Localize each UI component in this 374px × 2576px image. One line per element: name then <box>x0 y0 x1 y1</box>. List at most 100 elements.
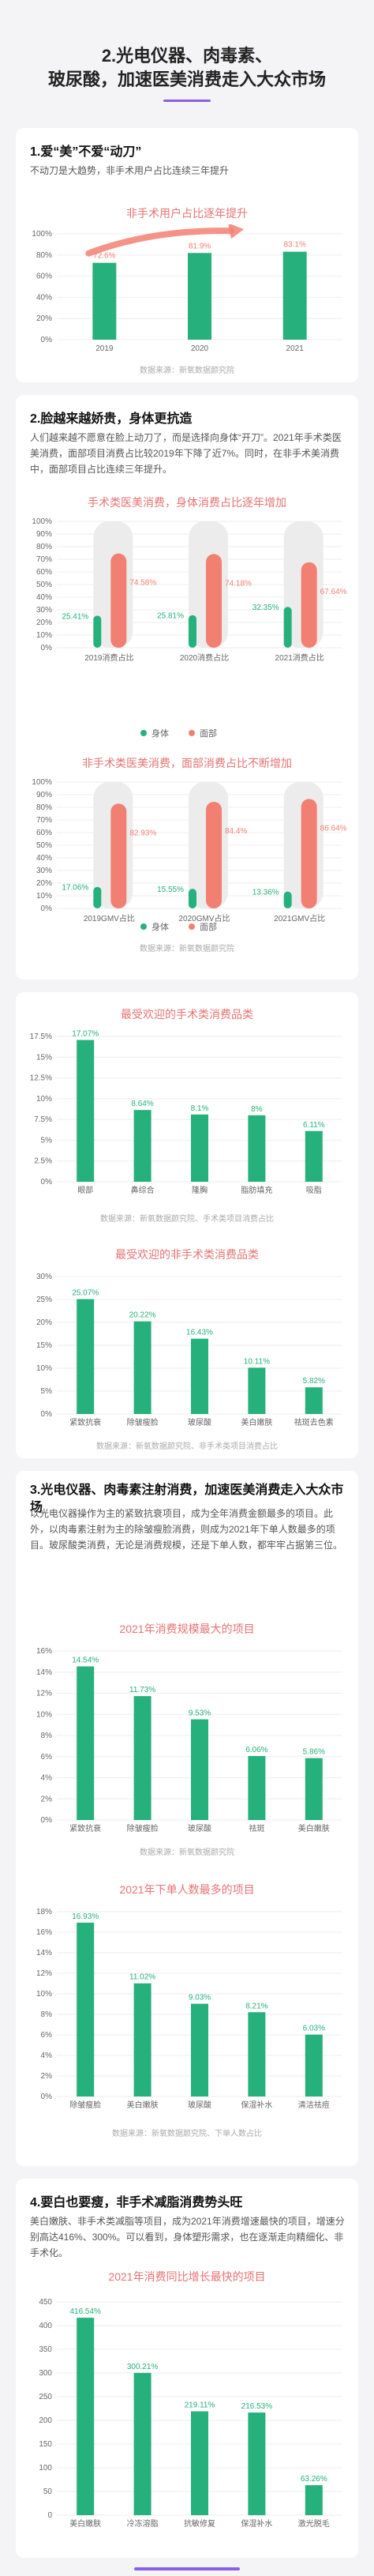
y-tick-label: 100% <box>32 230 52 239</box>
bar-3 <box>282 251 307 340</box>
bar-4 <box>248 1755 266 1820</box>
bar-5 <box>305 2034 323 2097</box>
bar-value-label: 83.1% <box>283 241 305 250</box>
y-tick-label: 10% <box>36 1710 52 1719</box>
bar-5 <box>305 1758 323 1820</box>
section-2-heading: 2.脸越来越娇贵，身体更抗造 <box>30 412 193 426</box>
chart-5-source: 数据来源：新氧数据颜究院、非手术类项目消费占比 <box>96 1442 278 1451</box>
bar-value-label: 6.06% <box>245 1746 267 1754</box>
x-tick-label: 2019消费占比 <box>84 652 133 663</box>
bar-face-2 <box>206 801 222 908</box>
chart-3-legend: 身体 面部 <box>140 920 217 933</box>
y-tick-label: 90% <box>36 791 52 799</box>
trend-arrow <box>85 228 234 257</box>
y-tick-label: 2% <box>41 1795 53 1803</box>
bar-2 <box>133 1110 151 1182</box>
y-tick-label: 10% <box>36 892 52 901</box>
x-tick-label: 玻尿酸 <box>188 2100 211 2110</box>
section-5-heading: 4.要白也要瘦，非手术减脂消费势头旺 <box>30 2196 243 2209</box>
bar-1 <box>77 1922 95 2097</box>
x-tick-label: 2020 <box>191 344 209 353</box>
y-tick-label: 30% <box>36 867 52 875</box>
section-2-card: 2.脸越来越娇贵，身体更抗造 人们越来越不愿意在脸上动刀了，而是选择向身体“开刀… <box>16 395 358 980</box>
bar-3 <box>191 2003 208 2097</box>
bar-body-3 <box>283 607 292 648</box>
y-tick-label: 50 <box>43 2488 53 2496</box>
section-5-paragraph: 美白嫩肤、非手术类减脂等项目，成为2021年消费增速最快的项目，增速分别高达41… <box>30 2216 345 2258</box>
y-tick-label: 0% <box>41 644 53 652</box>
bar-value-label: 16.43% <box>186 1329 213 1337</box>
section-2-paragraph: 人们越来越不愿意在脸上动刀了，而是选择向身体“开刀”。2021年手术类医美消费，… <box>30 432 342 475</box>
bar-value-label: 300.21% <box>127 2363 159 2371</box>
bar-body-1 <box>93 615 102 648</box>
legend-body-dot <box>140 923 147 930</box>
bar-value-label: 14.54% <box>72 1657 99 1665</box>
bar-body-2 <box>189 615 196 648</box>
bar-value-label: 11.02% <box>129 1973 155 1982</box>
bar-face-3 <box>301 562 317 648</box>
bar-2 <box>133 1696 151 1820</box>
bar-value-label: 9.03% <box>189 1994 211 2003</box>
bar-body-value-label: 25.81% <box>157 612 184 621</box>
y-tick-label: 100 <box>39 2464 52 2473</box>
bar-face-1 <box>110 553 127 648</box>
x-tick-label: 美白嫩肤 <box>127 2100 159 2110</box>
x-tick-label: 除皱瘦脸 <box>69 2100 101 2110</box>
bar-value-label: 10.11% <box>244 1357 270 1366</box>
bar-body-value-label: 15.55% <box>157 886 184 894</box>
chart-3-source: 数据来源：新氧数据颜究院 <box>140 945 234 953</box>
trend-arrow-head <box>228 224 244 239</box>
y-tick-label: 400 <box>39 2322 52 2330</box>
chart-4-source: 数据来源：新氧数据颜究院、手术类项目消费占比 <box>100 1215 274 1224</box>
page-title-line2: 玻尿酸，加速医美消费走入大众市场 <box>47 70 326 89</box>
y-tick-label: 2% <box>41 2072 53 2081</box>
bar-value-label: 11.73% <box>129 1686 155 1694</box>
bar-5 <box>305 1130 323 1182</box>
section-1-paragraph: 不动刀是大趋势，非手术用户占比连续三年提升 <box>30 165 230 176</box>
bar-body-2 <box>189 889 196 908</box>
x-tick-label: 2019GMV占比 <box>84 913 135 923</box>
y-tick-label: 10% <box>36 1364 52 1373</box>
bar-value-label: 16.93% <box>72 1912 99 1921</box>
chart-7-source: 数据来源：新氧数据颜究院、下单人数占比 <box>112 2130 262 2138</box>
chart-2-svg: 0% 10% 20% 30% 40% 50% 60% 70% 80% 90% 100% 25.41% 7… <box>32 517 346 663</box>
y-tick-label: 40% <box>36 593 52 602</box>
y-tick-label: 12.5% <box>30 1074 52 1083</box>
bar-1 <box>77 2318 95 2515</box>
x-tick-label: 除皱瘦脸 <box>127 1417 159 1427</box>
x-tick-label: 祛斑去色素 <box>294 1417 334 1427</box>
x-tick-label: 2021GMV占比 <box>274 913 325 923</box>
bar-body-value-label: 32.35% <box>252 604 279 612</box>
y-tick-label: 70% <box>36 816 52 825</box>
section-4-card: 3.光电仪器、肉毒素注射消费，加速医美消费走入大众市场 以光电仪器操作为主的紧致… <box>16 1471 358 2166</box>
bar-4 <box>248 1115 266 1182</box>
bar-face-value-label: 86.64% <box>320 824 347 833</box>
y-tick-label: 10% <box>36 1095 52 1104</box>
x-tick-label: 祛斑 <box>249 1823 264 1833</box>
y-tick-label: 16% <box>36 1647 52 1656</box>
y-tick-label: 70% <box>36 555 52 564</box>
bar-face-value-label: 74.58% <box>129 579 156 588</box>
y-tick-label: 14% <box>36 1668 52 1677</box>
y-tick-label: 6% <box>41 2031 53 2040</box>
y-tick-label: 50% <box>36 841 52 850</box>
bar-value-label: 5.86% <box>303 1748 325 1757</box>
bar-5 <box>305 2485 323 2515</box>
y-tick-label: 100% <box>32 517 52 526</box>
x-tick-label: 2020GMV占比 <box>178 913 230 923</box>
y-tick-label: 80% <box>36 251 52 260</box>
x-tick-label: 2021消费占比 <box>275 652 324 663</box>
y-tick-label: 5% <box>41 1136 53 1145</box>
page-header: 2.光电仪器、肉毒素、 玻尿酸，加速医美消费走入大众市场 <box>0 0 374 111</box>
x-tick-label: 2021 <box>286 344 305 353</box>
bar-2 <box>133 1321 151 1414</box>
y-tick-label: 350 <box>39 2345 52 2354</box>
bar-3 <box>191 1114 208 1182</box>
chart-3-title: 非手术类医美消费，面部消费占比不断增加 <box>82 757 292 769</box>
y-tick-label: 0% <box>41 2093 53 2101</box>
y-tick-label: 2.5% <box>34 1157 52 1166</box>
x-tick-label: 隆胸 <box>192 1185 208 1195</box>
x-tick-label: 鼻综合 <box>131 1185 155 1195</box>
y-tick-label: 4% <box>41 2051 53 2060</box>
